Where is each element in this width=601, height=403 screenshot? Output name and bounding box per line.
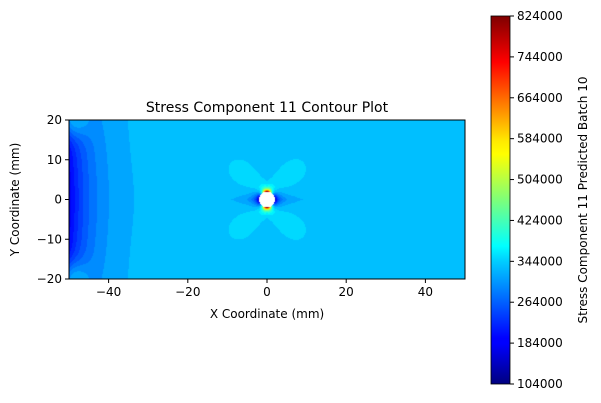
colorbar-ticks: 104000 184000 264000 344000 424000 504000 5840… [510, 9, 563, 391]
y-tick-label: 20 [47, 113, 62, 127]
colorbar-tick-label: 744000 [517, 50, 563, 64]
y-tick-label: −10 [37, 232, 62, 246]
x-axis-label: X Coordinate (mm) [210, 307, 324, 321]
y-tick-label: −20 [37, 272, 62, 286]
colorbar-tick-label: 584000 [517, 132, 563, 146]
y-tick-label: 10 [47, 153, 62, 167]
colorbar: 104000 184000 264000 344000 424000 504000 5840… [490, 9, 590, 391]
colorbar-tick-label: 264000 [517, 295, 563, 309]
x-tick-label: 20 [339, 285, 354, 299]
plot-area [68, 119, 466, 280]
colorbar-tick-label: 504000 [517, 173, 563, 187]
y-axis-ticks: −20 −10 0 10 20 [37, 113, 69, 286]
colorbar-tick-label: 664000 [517, 91, 563, 105]
colorbar-tick-label: 824000 [517, 9, 563, 23]
contour-field [69, 120, 465, 279]
colorbar-tick-label: 184000 [517, 336, 563, 350]
x-tick-label: −40 [96, 285, 121, 299]
x-tick-label: 0 [263, 285, 271, 299]
colorbar-tick-label: 104000 [517, 377, 563, 391]
x-axis-ticks: −40 −20 0 20 40 [96, 279, 433, 299]
y-tick-label: 0 [54, 193, 62, 207]
colorbar-label: Stress Component 11 Predicted Batch 10 [576, 77, 590, 324]
colorbar-gradient [490, 15, 511, 385]
chart-title: Stress Component 11 Contour Plot [146, 100, 389, 116]
colorbar-tick-label: 424000 [517, 213, 563, 227]
colorbar-tick-label: 344000 [517, 254, 563, 268]
y-axis-label: Y Coordinate (mm) [8, 143, 22, 257]
x-tick-label: −20 [175, 285, 200, 299]
x-tick-label: 40 [418, 285, 433, 299]
